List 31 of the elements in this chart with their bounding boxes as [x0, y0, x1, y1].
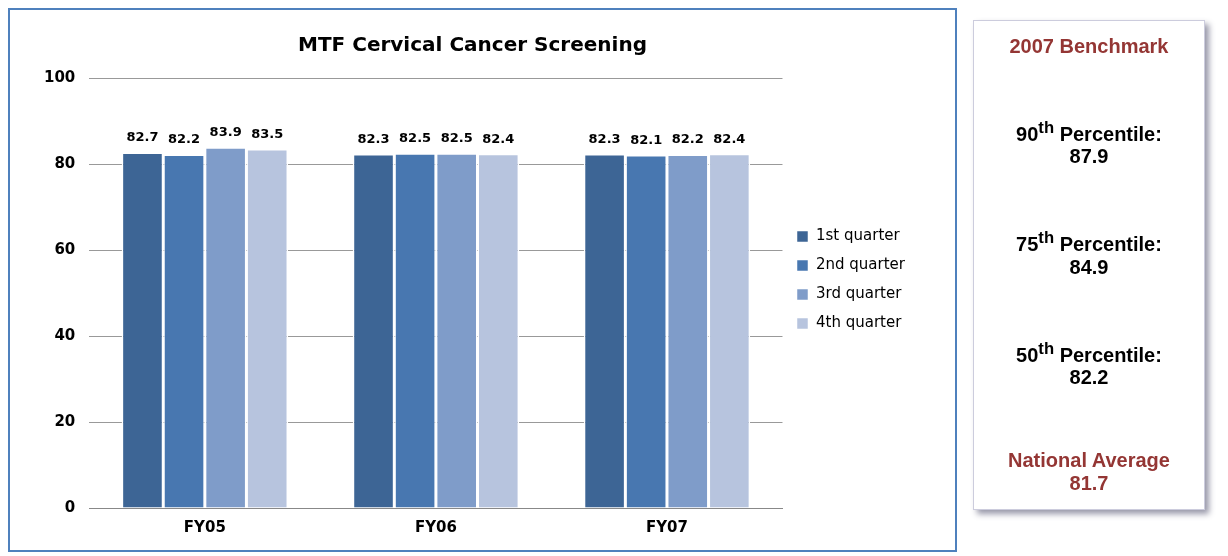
data-label: 82.4 — [713, 130, 746, 146]
data-label: 83.9 — [209, 124, 242, 140]
data-label: 82.7 — [126, 129, 159, 145]
x-tick-label: FY05 — [183, 517, 226, 536]
x-tick-label: FY06 — [414, 517, 457, 536]
data-label: 82.3 — [588, 130, 621, 146]
text: 50$^{th}$ Percentile: 82.2 — [1015, 338, 1163, 390]
legend-label: 4th quarter — [816, 313, 903, 332]
y-tick-label: 40 — [54, 325, 76, 344]
data-label: 82.3 — [357, 130, 390, 146]
text: 2007 Benchmark — [1008, 35, 1170, 58]
data-label: 82.5 — [440, 130, 473, 146]
chart-title: MTF Cervical Cancer Screening — [298, 32, 647, 57]
data-label: 82.2 — [671, 131, 704, 147]
y-tick-label: 80 — [54, 153, 76, 172]
x-tick-label: FY07 — [645, 517, 688, 536]
legend-label: 1st quarter — [816, 226, 901, 245]
legend-label: 3rd quarter — [816, 284, 903, 303]
text: National Average 81.7 — [1007, 448, 1171, 495]
y-tick-label: 0 — [64, 497, 76, 516]
y-tick-label: 20 — [54, 411, 76, 430]
y-tick-label: 100 — [44, 67, 76, 86]
data-label: 82.4 — [482, 130, 515, 146]
text: 75$^{th}$ Percentile: 84.9 — [1015, 228, 1163, 279]
y-tick-label: 60 — [54, 239, 76, 258]
data-label: 82.5 — [399, 130, 432, 146]
legend-label: 2nd quarter — [816, 255, 906, 274]
data-label: 82.1 — [630, 131, 663, 147]
data-label: 83.5 — [251, 125, 284, 141]
data-label: 82.2 — [168, 131, 201, 147]
text: 90$^{th}$ Percentile: 87.9 — [1015, 117, 1163, 169]
